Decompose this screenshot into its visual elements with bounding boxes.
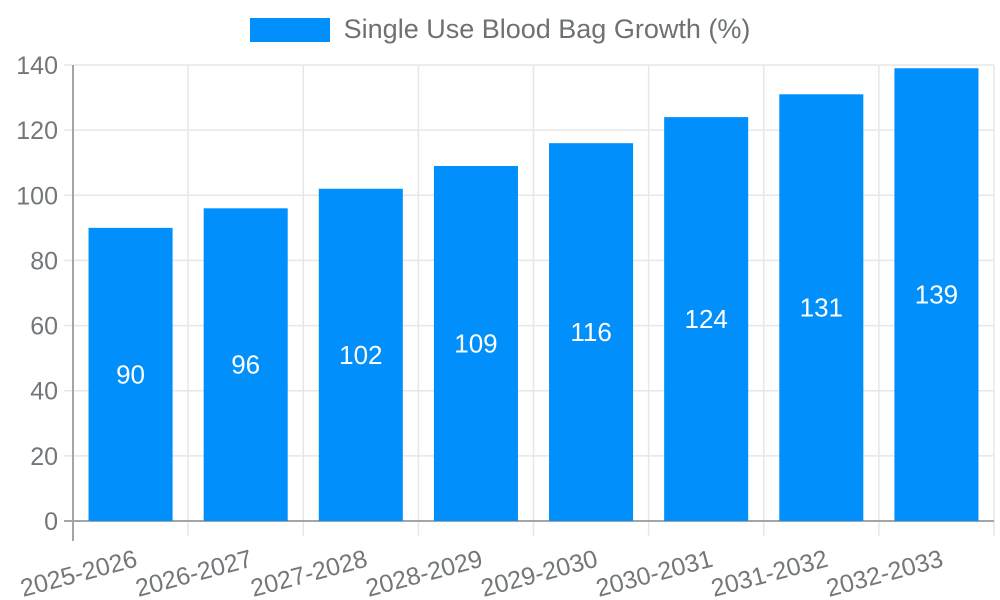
x-tick-label: 2026-2027: [133, 545, 256, 600]
bar-value-label: 131: [800, 293, 843, 323]
x-tick-label: 2027-2028: [248, 545, 371, 600]
bar[interactable]: [203, 208, 288, 522]
bar-value-label: 124: [684, 304, 727, 334]
y-tick-label: 60: [30, 313, 58, 341]
bar[interactable]: [88, 227, 173, 521]
y-tick-label: 0: [44, 508, 58, 536]
x-tick-label: 2029-2030: [478, 545, 601, 600]
bar[interactable]: [318, 188, 403, 521]
x-tick-label: 2028-2029: [363, 545, 486, 600]
x-tick-label: 2031-2032: [708, 545, 831, 600]
bar-value-label: 96: [231, 350, 260, 380]
bar-value-label: 90: [116, 359, 145, 389]
x-tick-label: 2032-2033: [823, 545, 946, 600]
bar-value-label: 109: [454, 328, 497, 358]
bar-value-label: 116: [570, 317, 611, 347]
chart-legend: Single Use Blood Bag Growth (%): [0, 14, 1000, 45]
legend-swatch: [249, 17, 330, 42]
x-tick-label: 2025-2026: [17, 545, 140, 600]
bar[interactable]: [549, 143, 634, 521]
y-tick-label: 100: [16, 182, 58, 210]
bar[interactable]: [664, 117, 749, 521]
y-tick-label: 120: [16, 117, 58, 145]
bar[interactable]: [894, 68, 979, 521]
y-tick-label: 140: [16, 52, 58, 80]
y-tick-label: 40: [30, 378, 58, 406]
bar[interactable]: [433, 165, 518, 521]
bar-value-label: 102: [339, 340, 382, 370]
y-tick-label: 80: [30, 247, 58, 275]
bar[interactable]: [779, 94, 864, 522]
bar-value-label: 139: [915, 280, 958, 310]
x-tick-label: 2030-2031: [593, 545, 716, 600]
legend-label: Single Use Blood Bag Growth (%): [343, 14, 751, 44]
y-tick-label: 20: [30, 443, 58, 471]
